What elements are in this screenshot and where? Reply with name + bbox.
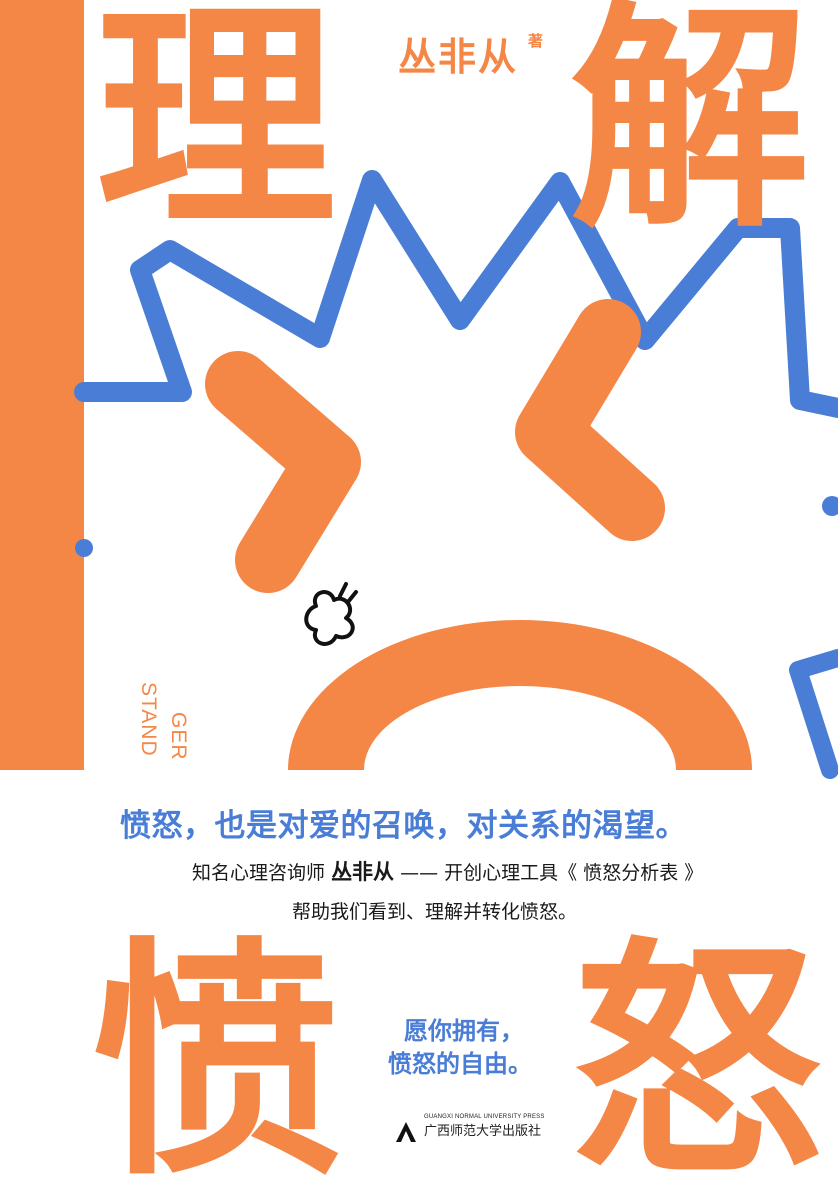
title-char-nu: 怒 (572, 917, 822, 1188)
wish-line-1: 愿你拥有， (404, 1017, 524, 1045)
description-line-2: 帮助我们看到、理解并转化愤怒。 (292, 901, 578, 923)
blue-zigzag-line (74, 170, 838, 418)
wish-line-2: 愤怒的自由。 (388, 1050, 532, 1078)
publisher-name-en: GUANGXI NORMAL UNIVERSITY PRESS (424, 1114, 545, 1120)
publisher-text: GUANGXI NORMAL UNIVERSITY PRESS 广西师范大学出版… (424, 1114, 545, 1139)
blue-right-angle (789, 649, 838, 779)
publisher-name-cn: 广西师范大学出版社 (424, 1124, 542, 1139)
description-author-name: 丛非从 (331, 860, 395, 884)
blue-dot-right (822, 496, 838, 516)
angry-eye-left (205, 351, 361, 593)
title-char-li: 理 (96, 0, 337, 260)
angry-face-illustration (304, 582, 358, 646)
angry-mouth-arc (288, 620, 752, 770)
left-orange-band (0, 0, 84, 770)
description-line-1: 知名心理咨询师 丛非从 —— 开创心理工具《 愤怒分析表 》 (192, 856, 703, 886)
vertical-text-stand: STAND (137, 682, 160, 757)
publisher: GUANGXI NORMAL UNIVERSITY PRESS 广西师范大学出版… (396, 1114, 545, 1139)
title-char-fen: 愤 (92, 917, 342, 1188)
author-suffix: 著 (528, 32, 544, 50)
title-char-jie: 解 (570, 0, 811, 260)
publisher-logo-icon (396, 1122, 416, 1142)
blue-dot-left (75, 539, 93, 557)
description-prefix: 知名心理咨询师 (192, 862, 326, 884)
vertical-text-ger: GER (167, 712, 190, 761)
angry-eye-right (515, 299, 665, 541)
author-name: 丛非从 (398, 35, 519, 79)
slogan: 愤怒，也是对爱的召唤，对关系的渴望。 (120, 808, 687, 844)
description-suffix: —— 开创心理工具《 愤怒分析表 》 (400, 862, 704, 884)
